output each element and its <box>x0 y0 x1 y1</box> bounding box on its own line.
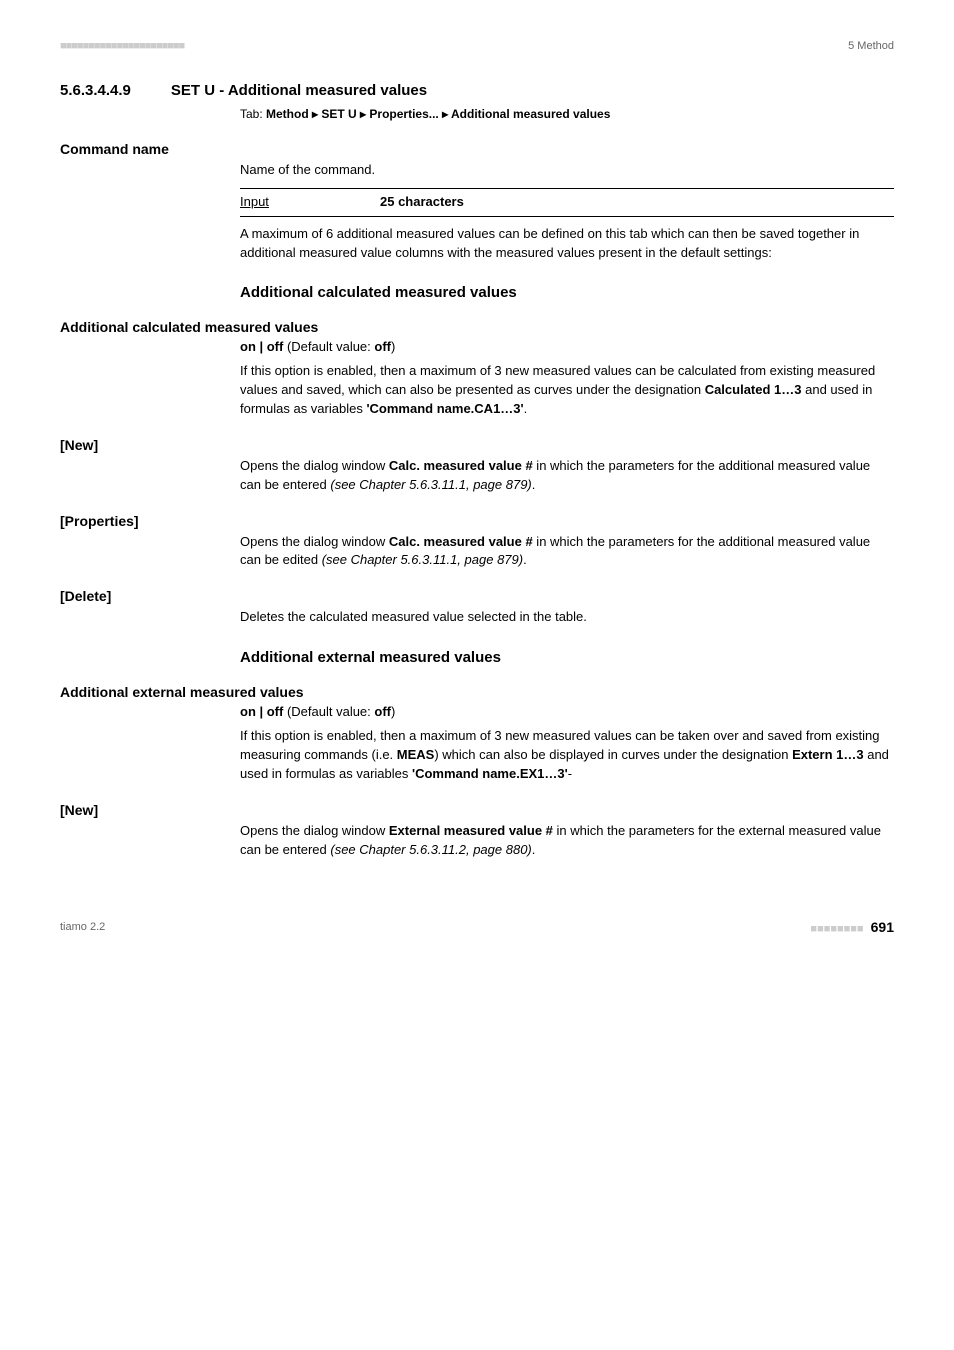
command-name-para: A maximum of 6 additional measured value… <box>240 225 894 263</box>
new1-p1e: . <box>532 477 536 492</box>
prop-p1d: (see Chapter 5.6.3.11.1, page 879) <box>322 552 523 567</box>
new2-p1d: (see Chapter 5.6.3.11.2, page 880) <box>330 842 531 857</box>
calc-onoff-suffix: ) <box>391 339 395 354</box>
header-dots: ■■■■■■■■■■■■■■■■■■■■■■ <box>60 40 184 52</box>
tab-prefix: Tab: <box>240 107 266 121</box>
calc-onoff-mid: (Default value: <box>283 339 374 354</box>
delete-label: [Delete] <box>60 588 894 604</box>
new2-p1b: External measured value # <box>389 823 553 838</box>
prop-p1b: Calc. measured value # <box>389 534 533 549</box>
new2-p1: Opens the dialog window <box>240 823 389 838</box>
new1-para: Opens the dialog window Calc. measured v… <box>240 457 894 495</box>
calc-onoff: on | off (Default value: off) <box>240 339 894 354</box>
calc-p1b: Calculated 1…3 <box>705 382 802 397</box>
page-footer: tiamo 2.2 ■■■■■■■■ 691 <box>60 919 894 935</box>
ext-p1d: Extern 1…3 <box>792 747 864 762</box>
calc-p1e: . <box>524 401 528 416</box>
ext-para: If this option is enabled, then a maximu… <box>240 727 894 784</box>
section-title: SET U - Additional measured values <box>171 82 427 99</box>
new1-p1b: Calc. measured value # <box>389 458 533 473</box>
new1-p1d: (see Chapter 5.6.3.11.1, page 879) <box>330 477 531 492</box>
prop-p1: Opens the dialog window <box>240 534 389 549</box>
footer-page: 691 <box>871 919 894 935</box>
new2-para: Opens the dialog window External measure… <box>240 822 894 860</box>
tab-path: Tab: Method ▸ SET U ▸ Properties... ▸ Ad… <box>240 107 894 121</box>
page-header: ■■■■■■■■■■■■■■■■■■■■■■ 5 Method <box>60 40 894 52</box>
header-chapter: 5 Method <box>848 40 894 52</box>
section-heading: 5.6.3.4.4.9 SET U - Additional measured … <box>60 82 894 99</box>
properties-para: Opens the dialog window Calc. measured v… <box>240 533 894 571</box>
section-number: 5.6.3.4.4.9 <box>60 82 131 99</box>
new1-p1: Opens the dialog window <box>240 458 389 473</box>
ext-p1b: MEAS <box>397 747 435 762</box>
new1-label: [New] <box>60 437 894 453</box>
command-name-desc: Name of the command. <box>240 161 894 180</box>
ext-p1f: 'Command name.EX1…3' <box>412 766 568 781</box>
new2-p1e: . <box>532 842 536 857</box>
ext-onoff-mid: (Default value: <box>283 704 374 719</box>
delete-para: Deletes the calculated measured value se… <box>240 608 894 627</box>
calc-onoff-prefix: on | off <box>240 339 283 354</box>
footer-right: ■■■■■■■■ 691 <box>810 919 894 935</box>
calc-para: If this option is enabled, then a maximu… <box>240 362 894 419</box>
footer-left: tiamo 2.2 <box>60 921 105 933</box>
calc-p1d: 'Command name.CA1…3' <box>366 401 523 416</box>
properties-label: [Properties] <box>60 513 894 529</box>
calc-values-label: Additional calculated measured values <box>60 319 894 335</box>
tab-path-text: Method ▸ SET U ▸ Properties... ▸ Additio… <box>266 107 610 121</box>
input-value: 25 characters <box>380 193 464 212</box>
ext-onoff: on | off (Default value: off) <box>240 704 894 719</box>
footer-dots: ■■■■■■■■ <box>810 923 863 935</box>
ext-heading: Additional external measured values <box>240 649 894 666</box>
ext-p1c: ) which can also be displayed in curves … <box>434 747 792 762</box>
input-label: Input <box>240 193 380 212</box>
calc-heading: Additional calculated measured values <box>240 284 894 301</box>
calc-onoff-val: off <box>374 339 391 354</box>
ext-values-label: Additional external measured values <box>60 684 894 700</box>
ext-onoff-prefix: on | off <box>240 704 283 719</box>
ext-onoff-suffix: ) <box>391 704 395 719</box>
prop-p1e: . <box>523 552 527 567</box>
command-name-label: Command name <box>60 141 894 157</box>
ext-onoff-val: off <box>374 704 391 719</box>
input-table: Input 25 characters <box>240 188 894 217</box>
ext-p1g: - <box>568 766 572 781</box>
new2-label: [New] <box>60 802 894 818</box>
